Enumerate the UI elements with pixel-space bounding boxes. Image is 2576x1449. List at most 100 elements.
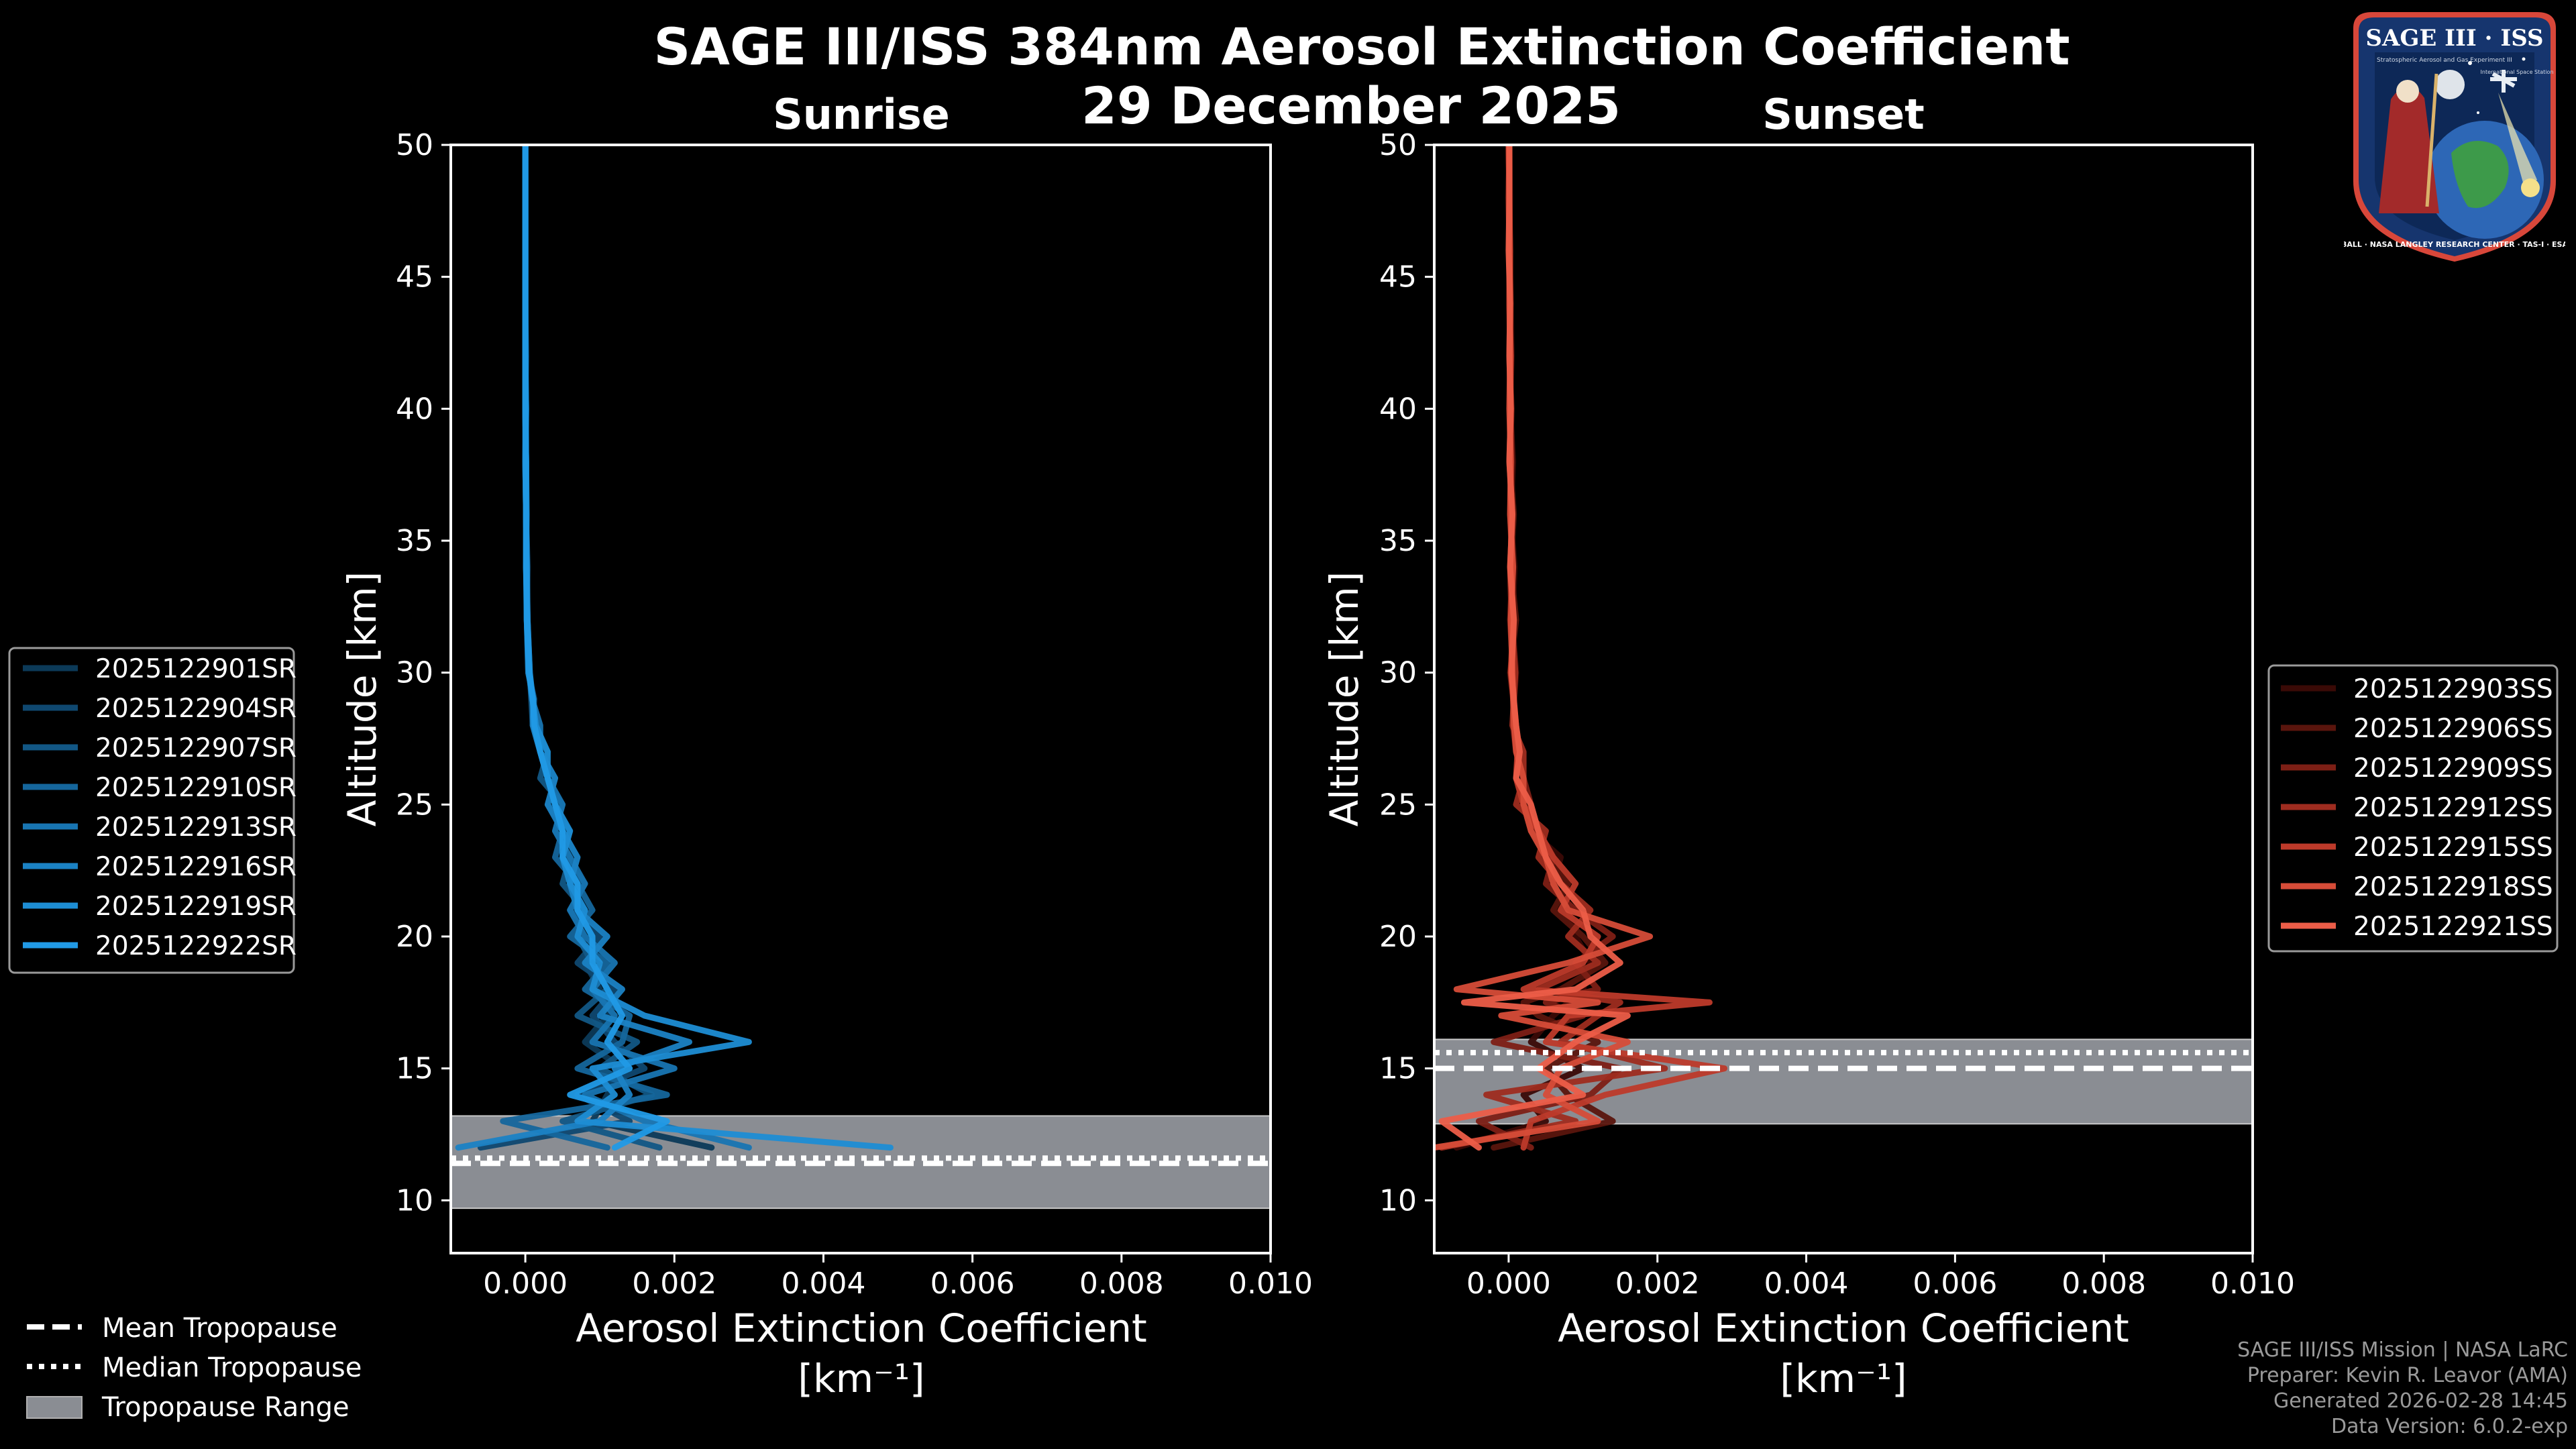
credits-preparer: Preparer: Kevin R. Leavor (AMA) (2247, 1364, 2568, 1387)
sunrise-axes-frame (449, 144, 1272, 1254)
sunrise-ytick-label-30: 30 (396, 656, 433, 690)
credits-version: Data Version: 6.0.2-exp (2330, 1415, 2568, 1438)
sunrise-profile-2025122907SR (522, 145, 663, 1151)
sunset-xtick-label-3: 0.006 (1913, 1267, 1997, 1301)
sunrise-ytick-label-40: 40 (396, 392, 433, 426)
sunset-panel-title: Sunset (1762, 90, 1925, 139)
tropopause-range-swatch (26, 1396, 83, 1419)
sunrise-profile-2025122916SR (455, 145, 692, 1151)
sunrise-legend-label-2025122916SR: 2025122916SR (95, 852, 297, 882)
sunrise-xtick-label-1: 0.002 (632, 1267, 716, 1301)
sunrise-profile-2025122922SR (522, 145, 670, 1151)
moon-icon (2435, 70, 2465, 99)
sunset-xtick-label-4: 0.008 (2061, 1267, 2146, 1301)
sunrise-panel: Sunrise 10 15 20 25 30 35 40 45 50 0.000 0.002 0.00… (339, 90, 1313, 1401)
credits-mission: SAGE III/ISS Mission | NASA LaRC (2237, 1338, 2568, 1362)
sunset-legend-label-2025122909SS: 2025122909SS (2353, 753, 2553, 784)
sunset-profile-2025122921SS (1438, 145, 1631, 1151)
sunset-legend-label-2025122906SS: 2025122906SS (2353, 714, 2553, 744)
sage-iii-iss-logo: SAGE III · ISS Stratospheric Aerosol and… (2344, 12, 2565, 262)
sunset-ytick-label-30: 30 (1379, 656, 1417, 690)
sunrise-xtick-label-4: 0.008 (1079, 1267, 1164, 1301)
sunset-ytick-label-10: 10 (1379, 1183, 1417, 1218)
sunrise-ytick-label-50: 50 (396, 128, 433, 162)
sunrise-xlabel: Aerosol Extinction Coefficient (576, 1305, 1147, 1351)
sunset-ytick-label-45: 45 (1379, 260, 1417, 294)
sunset-ytick-label-20: 20 (1379, 920, 1417, 954)
logo-station: International Space Station (2481, 69, 2554, 75)
sunrise-panel-title: Sunrise (773, 90, 950, 139)
sunset-legend-frame (2267, 664, 2559, 953)
logo-name: SAGE III · ISS (2365, 25, 2543, 52)
sunrise-ytick-label-20: 20 (396, 920, 433, 954)
sunset-xtick-label-1: 0.002 (1615, 1267, 1700, 1301)
sunrise-legend-label-2025122901SR: 2025122901SR (95, 654, 297, 684)
sunrise-xtick-label-3: 0.006 (930, 1267, 1015, 1301)
sunset-ytick-label-40: 40 (1379, 392, 1417, 426)
sunrise-ytick-label-45: 45 (396, 260, 433, 294)
sunset-panel: Sunset 10 15 20 25 30 35 40 45 50 0.000 0.002 0.004… (1322, 90, 2295, 1401)
sunrise-ytick-label-15: 15 (396, 1052, 433, 1086)
sunset-xtick-label-5: 0.010 (2210, 1267, 2295, 1301)
sunrise-plot-area: 10 15 20 25 30 35 40 45 50 0.000 0.002 0.004 0.006 0.… (396, 128, 1313, 1301)
figure-title-line2: 29 December 2025 (1081, 76, 1621, 136)
tropopause-legend: Mean Tropopause Median Tropopause Tropop… (26, 1313, 362, 1423)
sunrise-legend-label-2025122910SR: 2025122910SR (95, 773, 297, 803)
star-icon-2 (2522, 57, 2526, 61)
sunset-ytick-label-25: 25 (1379, 788, 1417, 822)
credits-block: SAGE III/ISS Mission | NASA LaRC Prepare… (2237, 1338, 2568, 1440)
sunset-xtick-label-2: 0.004 (1764, 1267, 1849, 1301)
sunset-legend-label-2025122912SS: 2025122912SS (2353, 793, 2553, 823)
sunset-legend-label-2025122921SS: 2025122921SS (2353, 912, 2553, 942)
sunrise-legend: 2025122901SR 2025122904SR 2025122907SR 2025… (8, 647, 297, 974)
sunrise-ytick-label-10: 10 (396, 1183, 433, 1218)
sunset-legend: 2025122903SS 2025122906SS 2025122909SS 2025… (2267, 664, 2559, 953)
sunrise-legend-label-2025122913SR: 2025122913SR (95, 812, 297, 843)
sunrise-xtick-label-0: 0.000 (483, 1267, 568, 1301)
sunrise-legend-label-2025122922SR: 2025122922SR (95, 931, 297, 961)
logo-subtitle: Stratospheric Aerosol and Gas Experiment… (2377, 57, 2512, 64)
mean-tropopause-label: Mean Tropopause (102, 1313, 337, 1344)
wizard-figure-icon (2379, 86, 2439, 213)
sunset-ytick-label-15: 15 (1379, 1052, 1417, 1086)
figure-title-line1: SAGE III/ISS 384nm Aerosol Extinction Co… (653, 17, 2070, 76)
sunrise-ytick-label-35: 35 (396, 524, 433, 558)
sunset-legend-label-2025122903SS: 2025122903SS (2353, 674, 2553, 704)
tropopause-range-label: Tropopause Range (101, 1392, 350, 1423)
sunrise-ytick-label-25: 25 (396, 788, 433, 822)
light-beam-icon (2498, 93, 2537, 190)
star-icon-1 (2468, 61, 2472, 65)
sunrise-ylabel: Altitude [km] (339, 572, 385, 826)
sunrise-legend-frame (8, 647, 295, 974)
sunset-legend-label-2025122915SS: 2025122915SS (2353, 833, 2553, 863)
sun-icon (2521, 178, 2540, 197)
sunset-axes-frame (1433, 144, 2254, 1254)
logo-banner (2371, 21, 2538, 52)
sunrise-profile-2025122904SR (477, 145, 648, 1151)
wizard-head-icon (2396, 80, 2419, 103)
sunset-legend-label-2025122918SS: 2025122918SS (2353, 872, 2553, 902)
credits-generated: Generated 2026-02-28 14:45 (2273, 1389, 2568, 1413)
logo-ring-text: BALL · NASA LANGLEY RESEARCH CENTER · TA… (2344, 240, 2565, 249)
sunset-ytick-label-35: 35 (1379, 524, 1417, 558)
sunrise-xtick-label-2: 0.004 (781, 1267, 865, 1301)
sunset-xlabel: Aerosol Extinction Coefficient (1558, 1305, 2129, 1351)
sunset-xtick-label-0: 0.000 (1466, 1267, 1551, 1301)
sunset-plot-area: 10 15 20 25 30 35 40 45 50 0.000 0.002 0.004 0.006 0.… (1379, 128, 2295, 1301)
sunrise-legend-label-2025122919SR: 2025122919SR (95, 892, 297, 922)
earth-landmass-icon (2451, 141, 2509, 209)
sunset-ytick-label-50: 50 (1379, 128, 1417, 162)
sunrise-xtick-label-5: 0.010 (1228, 1267, 1313, 1301)
sunrise-xunit: [km⁻¹] (798, 1356, 924, 1401)
star-icon-3 (2477, 111, 2479, 114)
iss-station-icon (2490, 70, 2517, 93)
sunrise-legend-label-2025122907SR: 2025122907SR (95, 733, 297, 763)
staff-icon (2425, 73, 2438, 207)
sunrise-legend-label-2025122904SR: 2025122904SR (95, 694, 297, 724)
sunset-xunit: [km⁻¹] (1780, 1356, 1907, 1401)
sunrise-profile-2025122913SR (522, 145, 752, 1151)
sunrise-profile-2025122919SR (522, 145, 894, 1151)
sunset-ylabel: Altitude [km] (1322, 572, 1367, 826)
median-tropopause-label: Median Tropopause (102, 1352, 362, 1383)
